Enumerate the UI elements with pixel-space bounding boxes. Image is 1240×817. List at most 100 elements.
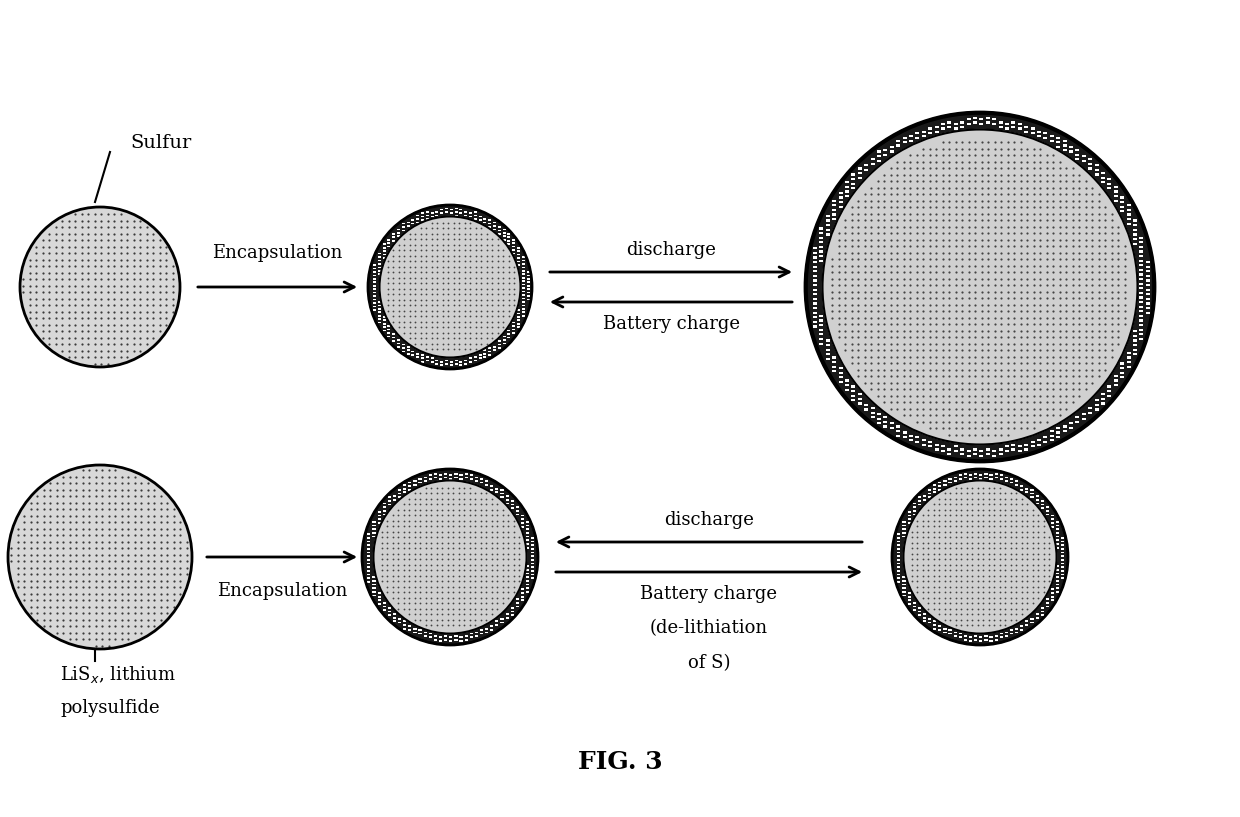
Point	[967, 553, 987, 566]
Point	[946, 428, 966, 441]
FancyBboxPatch shape	[903, 532, 905, 534]
Point	[417, 249, 436, 262]
Point	[99, 471, 119, 484]
Point	[1030, 239, 1050, 252]
Point	[449, 536, 469, 549]
Point	[1, 555, 21, 568]
Point	[444, 266, 464, 279]
Point	[957, 514, 977, 527]
FancyBboxPatch shape	[474, 359, 476, 361]
Point	[7, 568, 27, 581]
Point	[1023, 514, 1043, 527]
Point	[1011, 266, 1030, 279]
FancyBboxPatch shape	[813, 247, 817, 249]
Point	[957, 531, 977, 544]
Point	[60, 516, 79, 529]
Point	[477, 332, 497, 345]
Point	[1017, 226, 1037, 239]
Point	[454, 514, 474, 527]
Point	[978, 221, 998, 234]
FancyBboxPatch shape	[990, 636, 993, 638]
Point	[836, 226, 856, 239]
Point	[86, 626, 105, 639]
Point	[443, 520, 463, 533]
Point	[394, 299, 414, 312]
Point	[862, 324, 882, 337]
FancyBboxPatch shape	[526, 529, 529, 530]
Point	[1017, 536, 1037, 549]
Point	[410, 288, 430, 301]
FancyBboxPatch shape	[367, 581, 371, 583]
Point	[460, 217, 480, 230]
Point	[454, 481, 474, 494]
Point	[880, 201, 900, 214]
Point	[978, 162, 998, 175]
Point	[959, 208, 978, 221]
Point	[99, 502, 119, 516]
Point	[965, 331, 985, 344]
FancyBboxPatch shape	[908, 600, 910, 601]
Point	[932, 239, 952, 252]
FancyBboxPatch shape	[480, 632, 484, 635]
Point	[940, 266, 960, 279]
Point	[105, 561, 125, 574]
Point	[415, 514, 435, 527]
FancyBboxPatch shape	[484, 221, 486, 223]
Point	[1017, 382, 1037, 395]
Point	[874, 357, 894, 370]
Point	[888, 357, 908, 370]
Point	[415, 596, 435, 609]
Point	[1069, 292, 1089, 305]
Point	[105, 632, 125, 645]
Point	[946, 395, 966, 408]
Point	[503, 525, 523, 538]
Point	[1069, 221, 1089, 234]
Point	[466, 315, 486, 328]
Point	[40, 292, 60, 306]
Point	[946, 580, 966, 593]
Point	[946, 155, 966, 168]
FancyBboxPatch shape	[1056, 536, 1059, 538]
Point	[1109, 221, 1128, 234]
Point	[162, 306, 182, 319]
Point	[84, 350, 104, 364]
FancyBboxPatch shape	[858, 172, 862, 174]
Point	[86, 620, 105, 633]
Point	[1039, 547, 1059, 560]
FancyBboxPatch shape	[531, 548, 534, 550]
FancyBboxPatch shape	[506, 617, 508, 618]
Point	[433, 299, 453, 312]
Point	[138, 568, 157, 581]
Point	[985, 318, 1004, 331]
FancyBboxPatch shape	[521, 600, 525, 601]
Point	[471, 282, 491, 295]
Point	[828, 259, 848, 272]
Point	[99, 639, 119, 652]
Point	[920, 208, 940, 221]
Point	[383, 536, 403, 549]
Point	[906, 155, 926, 168]
Point	[417, 304, 436, 317]
Point	[151, 489, 171, 502]
Point	[901, 547, 921, 560]
Point	[1030, 155, 1050, 168]
Point	[868, 233, 888, 246]
Point	[125, 594, 145, 607]
Point	[66, 594, 86, 607]
Point	[1004, 279, 1024, 292]
Point	[828, 246, 848, 259]
Point	[991, 331, 1011, 344]
Point	[946, 305, 966, 318]
FancyBboxPatch shape	[954, 632, 957, 633]
Point	[1056, 395, 1076, 408]
Point	[998, 337, 1018, 350]
FancyBboxPatch shape	[444, 476, 448, 479]
Point	[868, 389, 888, 402]
Point	[1037, 168, 1056, 181]
Point	[1001, 487, 1021, 500]
Point	[1076, 305, 1096, 318]
Point	[1069, 252, 1089, 266]
Point	[449, 520, 469, 533]
Point	[991, 422, 1011, 435]
FancyBboxPatch shape	[526, 525, 529, 526]
